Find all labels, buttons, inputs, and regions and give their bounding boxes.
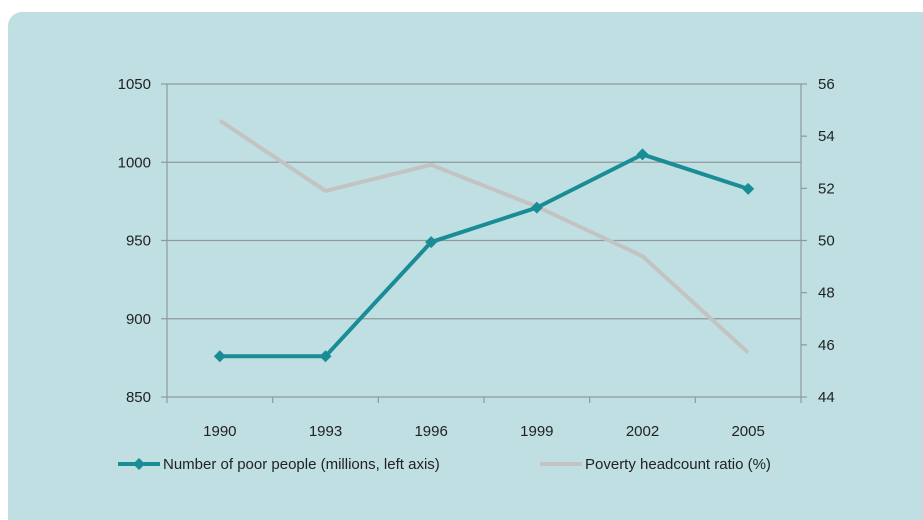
x-tick-label: 1999 xyxy=(520,423,553,440)
legend-label-poor: Number of poor people (millions, left ax… xyxy=(163,456,440,473)
gridlines xyxy=(167,83,801,398)
legend-diamond-icon xyxy=(133,458,145,470)
data-point-poor xyxy=(425,236,438,249)
x-tick-label: 1990 xyxy=(203,423,236,440)
right-tick-label: 48 xyxy=(818,285,835,302)
left-tick-label: 1000 xyxy=(118,154,151,171)
legend-label-ratio: Poverty headcount ratio (%) xyxy=(585,456,771,473)
right-tick-label: 54 xyxy=(818,128,835,145)
right-tick-label: 46 xyxy=(818,337,835,354)
left-tick-label: 850 xyxy=(126,389,151,406)
right-tick-label: 44 xyxy=(818,389,835,406)
data-point-poor xyxy=(742,182,755,195)
chart-panel xyxy=(8,12,923,520)
x-tick-label: 1993 xyxy=(309,423,342,440)
left-tick-label: 900 xyxy=(126,311,151,328)
right-tick-label: 52 xyxy=(818,180,835,197)
x-tick-label: 1996 xyxy=(414,423,447,440)
series-line-poor xyxy=(219,152,749,359)
left-tick-label: 1050 xyxy=(118,76,151,93)
right-tick-label: 56 xyxy=(818,76,835,93)
left-tick-label: 950 xyxy=(126,233,151,250)
x-tick-label: 2002 xyxy=(626,423,659,440)
legend: Number of poor people (millions, left ax… xyxy=(118,456,771,473)
data-point-poor xyxy=(319,350,332,363)
series-line-ratio xyxy=(218,118,750,355)
x-tick-label: 2005 xyxy=(731,423,764,440)
data-point-poor xyxy=(636,148,649,161)
data-point-poor xyxy=(530,201,543,214)
axes: 850 900 950 1000 1050 44 46 48 50 52 54 56 1990 1993 1… xyxy=(118,76,835,440)
right-tick-label: 50 xyxy=(818,233,835,250)
data-point-poor xyxy=(213,350,226,363)
series-layer xyxy=(213,118,755,363)
